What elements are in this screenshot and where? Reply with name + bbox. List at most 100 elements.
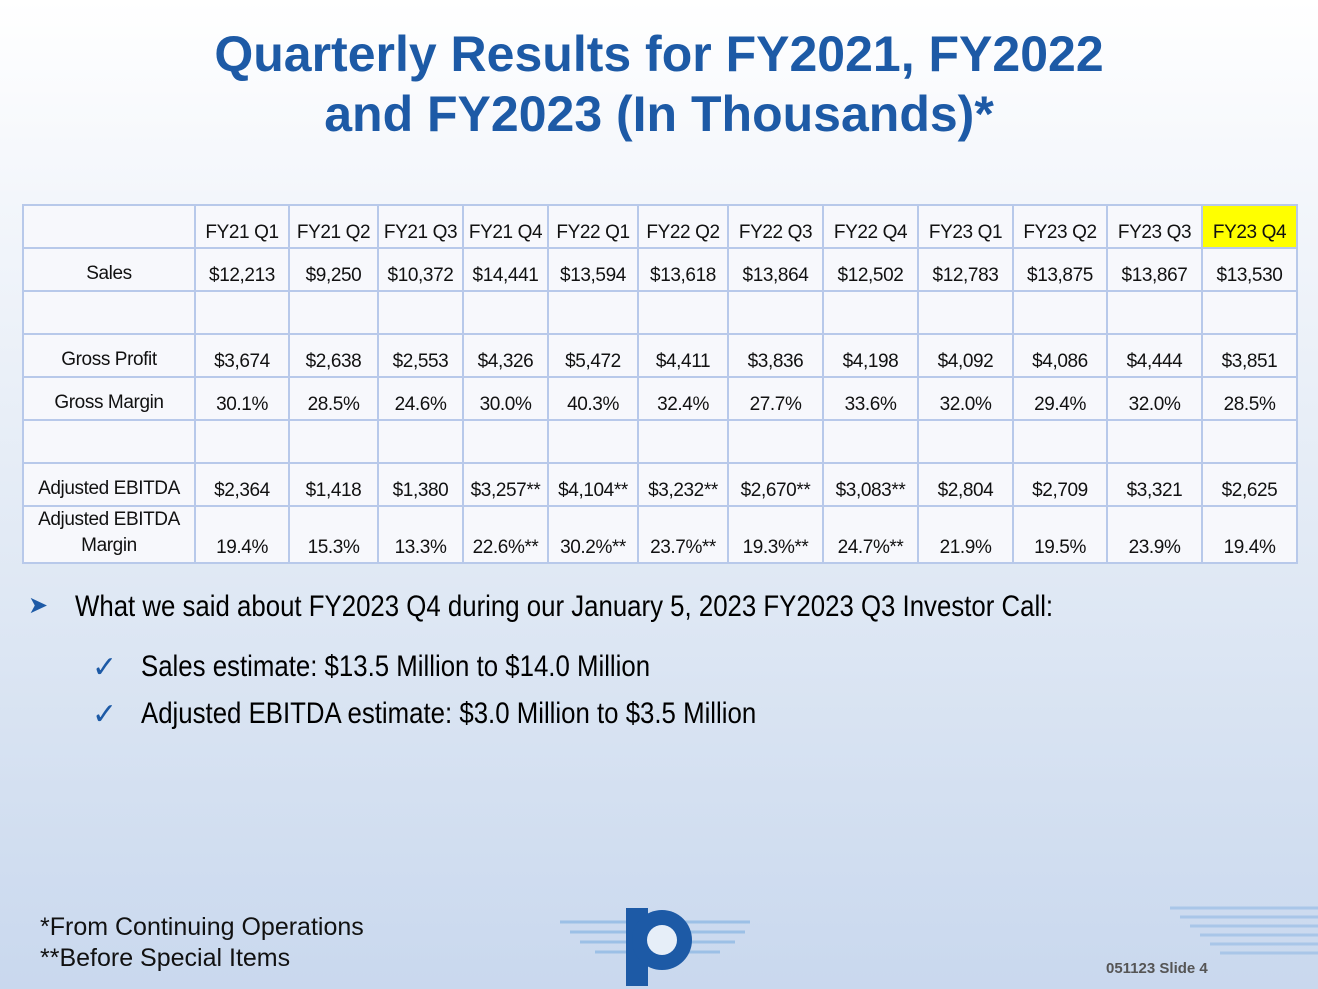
cell: $4,092 bbox=[917, 333, 1014, 378]
cell: $4,411 bbox=[637, 333, 729, 378]
cell bbox=[194, 290, 290, 335]
cell: 15.3% bbox=[288, 505, 379, 564]
cell: 40.3% bbox=[547, 376, 639, 421]
cell: $13,875 bbox=[1012, 247, 1108, 292]
cell: 19.5% bbox=[1012, 505, 1108, 564]
column-header: FY23 Q4 bbox=[1201, 204, 1298, 249]
cell: 19.4% bbox=[1201, 505, 1298, 564]
cell: 19.4% bbox=[194, 505, 290, 564]
cell: 32.0% bbox=[917, 376, 1014, 421]
cell bbox=[462, 290, 549, 335]
corner-cell bbox=[22, 204, 196, 249]
cell bbox=[917, 419, 1014, 464]
column-header: FY23 Q3 bbox=[1106, 204, 1203, 249]
blank-row bbox=[22, 290, 1298, 335]
cell: $4,444 bbox=[1106, 333, 1203, 378]
cell: 22.6%** bbox=[462, 505, 549, 564]
footnote: *From Continuing Operations bbox=[40, 913, 364, 941]
cell bbox=[637, 419, 729, 464]
cell bbox=[1201, 290, 1298, 335]
cell: $10,372 bbox=[377, 247, 464, 292]
column-header: FY22 Q1 bbox=[547, 204, 639, 249]
data-row: Gross Profit $3,674 $2,638 $2,553 $4,326 $5,4… bbox=[22, 333, 1298, 378]
check-text: Sales estimate: $13.5 Million to $14.0 M… bbox=[141, 650, 651, 683]
cell: $14,441 bbox=[462, 247, 549, 292]
cell bbox=[637, 290, 729, 335]
cell bbox=[377, 290, 464, 335]
cell: $2,638 bbox=[288, 333, 379, 378]
title-line: Quarterly Results for FY2021, FY2022 bbox=[214, 26, 1104, 82]
cell: $4,104** bbox=[547, 462, 639, 507]
cell bbox=[462, 419, 549, 464]
column-header: FY23 Q2 bbox=[1012, 204, 1108, 249]
column-header: FY21 Q4 bbox=[462, 204, 549, 249]
cell: 30.0% bbox=[462, 376, 549, 421]
cell: $4,326 bbox=[462, 333, 549, 378]
cell: $2,670** bbox=[727, 462, 824, 507]
header-row: FY21 Q1 FY21 Q2 FY21 Q3 FY21 Q4 FY22 Q1 FY22 … bbox=[22, 204, 1298, 249]
cell: $2,364 bbox=[194, 462, 290, 507]
cell bbox=[727, 290, 824, 335]
cell: $13,867 bbox=[1106, 247, 1203, 292]
title-line: and FY2023 (In Thousands)* bbox=[324, 86, 994, 142]
corner-stripes bbox=[1170, 906, 1318, 955]
cell: 30.1% bbox=[194, 376, 290, 421]
row-label: Gross Profit bbox=[22, 333, 196, 378]
column-header: FY21 Q3 bbox=[377, 204, 464, 249]
column-header: FY23 Q1 bbox=[917, 204, 1014, 249]
cell bbox=[547, 419, 639, 464]
cell bbox=[194, 419, 290, 464]
cell: 27.7% bbox=[727, 376, 824, 421]
cell bbox=[288, 419, 379, 464]
cell: $3,674 bbox=[194, 333, 290, 378]
cell: 24.7%** bbox=[822, 505, 919, 564]
cell: $13,594 bbox=[547, 247, 639, 292]
row-label: Gross Margin bbox=[22, 376, 196, 421]
cell bbox=[547, 290, 639, 335]
cell bbox=[1106, 290, 1203, 335]
results-table: FY21 Q1 FY21 Q2 FY21 Q3 FY21 Q4 FY22 Q1 FY22 … bbox=[22, 204, 1298, 564]
cell: $4,086 bbox=[1012, 333, 1108, 378]
cell bbox=[727, 419, 824, 464]
slide-number: 051123 Slide 4 bbox=[1106, 960, 1208, 977]
check-icon: ✓ bbox=[92, 698, 118, 731]
cell bbox=[822, 290, 919, 335]
row-label: Sales bbox=[22, 247, 196, 292]
check-icon: ✓ bbox=[92, 651, 118, 684]
cell bbox=[288, 290, 379, 335]
cell: $3,083** bbox=[822, 462, 919, 507]
footnote: **Before Special Items bbox=[40, 944, 291, 972]
data-row: Gross Margin 30.1% 28.5% 24.6% 30.0% 40.3% 32.… bbox=[22, 376, 1298, 421]
cell: $3,836 bbox=[727, 333, 824, 378]
bullet-text: What we said about FY2023 Q4 during our … bbox=[75, 590, 1054, 623]
cell: $1,418 bbox=[288, 462, 379, 507]
cell: $2,625 bbox=[1201, 462, 1298, 507]
check-item: ✓ Sales estimate: $13.5 Million to $14.0… bbox=[92, 650, 650, 685]
cell: $3,257** bbox=[462, 462, 549, 507]
cell bbox=[377, 419, 464, 464]
column-header: FY21 Q1 bbox=[194, 204, 290, 249]
logo bbox=[560, 908, 750, 986]
footnotes: *From Continuing Operations **Before Spe… bbox=[40, 912, 364, 974]
data-row: Sales $12,213 $9,250 $10,372 $14,441 $13,594 $… bbox=[22, 247, 1298, 292]
cell bbox=[1012, 419, 1108, 464]
cell: $2,553 bbox=[377, 333, 464, 378]
cell: 21.9% bbox=[917, 505, 1014, 564]
cell: 33.6% bbox=[822, 376, 919, 421]
cell: $12,783 bbox=[917, 247, 1014, 292]
cell: 24.6% bbox=[377, 376, 464, 421]
row-label: Adjusted EBITDA Margin bbox=[22, 505, 196, 564]
column-header: FY22 Q2 bbox=[637, 204, 729, 249]
cell bbox=[1012, 290, 1108, 335]
cell: $3,321 bbox=[1106, 462, 1203, 507]
cell: $1,380 bbox=[377, 462, 464, 507]
cell: 23.9% bbox=[1106, 505, 1203, 564]
cell: $2,709 bbox=[1012, 462, 1108, 507]
bullet: ➤ What we said about FY2023 Q4 during ou… bbox=[28, 590, 1053, 624]
cell: 13.3% bbox=[377, 505, 464, 564]
title: Quarterly Results for FY2021, FY2022 and… bbox=[0, 24, 1318, 144]
cell: $9,250 bbox=[288, 247, 379, 292]
cell: 19.3%** bbox=[727, 505, 824, 564]
cell bbox=[22, 290, 196, 335]
